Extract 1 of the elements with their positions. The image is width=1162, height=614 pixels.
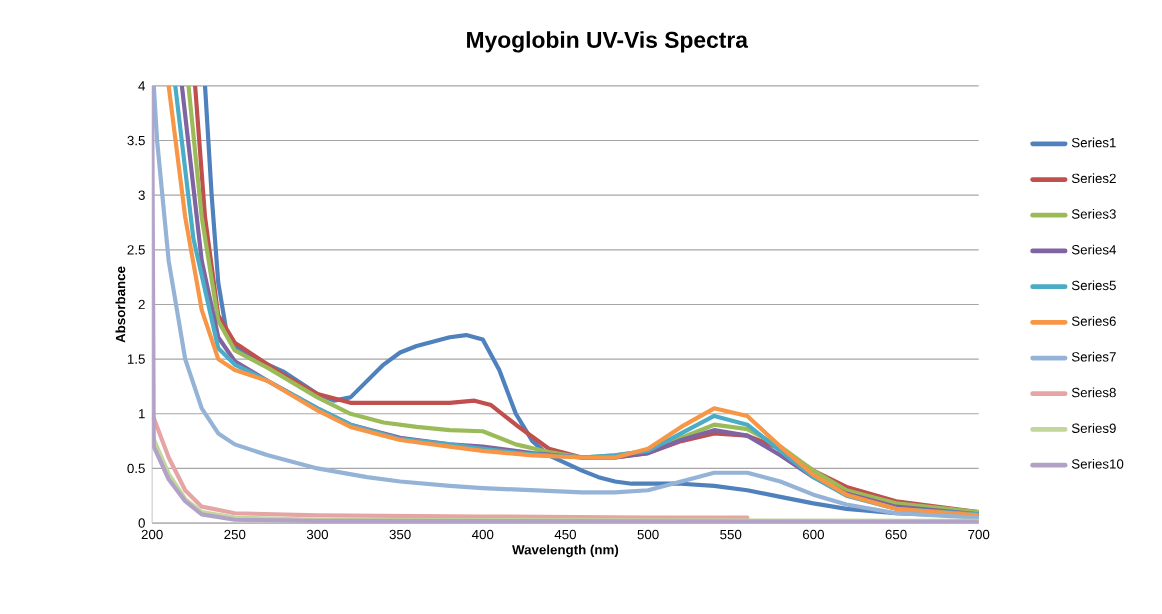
chart-title: Myoglobin UV-Vis Spectra — [467, 30, 749, 53]
